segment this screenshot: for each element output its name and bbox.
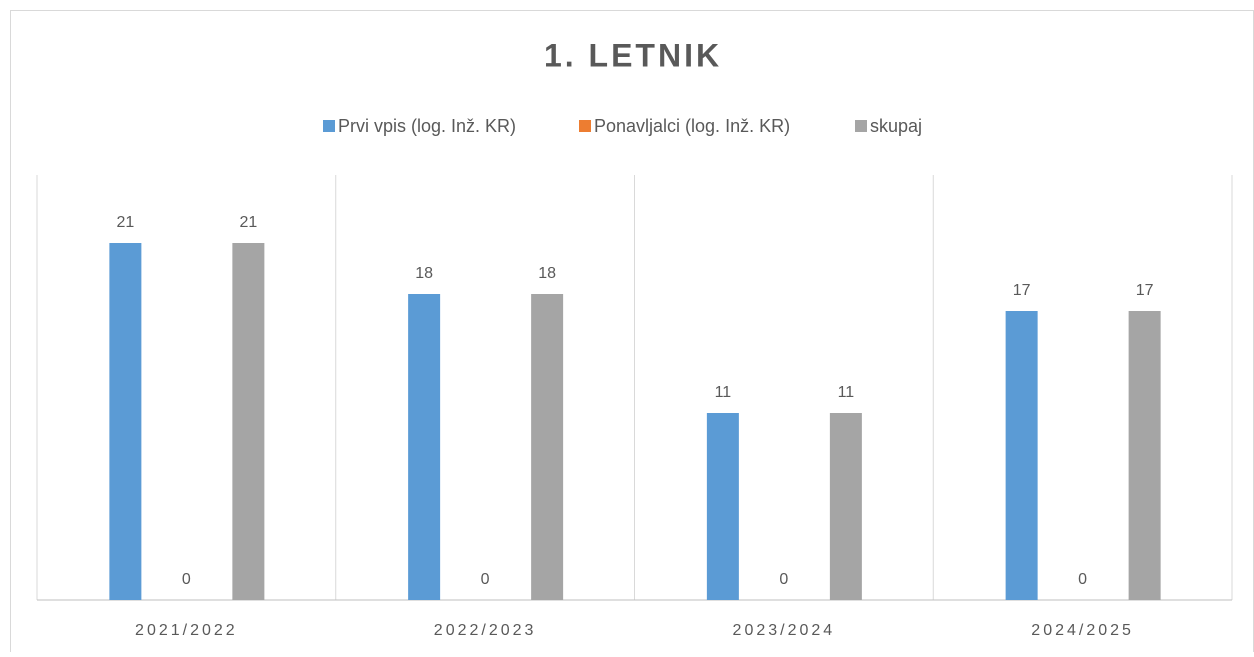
legend-swatch	[855, 120, 867, 132]
chart-border	[10, 10, 1254, 657]
legend-label: Prvi vpis (log. Inž. KR)	[338, 116, 516, 136]
chart-title: 1. LETNIK	[544, 37, 722, 73]
legend-label: skupaj	[870, 116, 922, 136]
bar	[531, 294, 564, 600]
bar	[1128, 311, 1161, 600]
x-tick-label: 2022/2023	[434, 622, 537, 639]
data-label: 21	[116, 214, 134, 231]
data-label: 11	[838, 384, 855, 401]
data-label: 17	[1136, 282, 1154, 299]
data-label: 18	[415, 265, 433, 282]
bar	[232, 243, 265, 600]
bar	[109, 243, 142, 600]
legend-swatch	[323, 120, 335, 132]
data-label: 21	[239, 214, 257, 231]
data-label: 18	[538, 265, 556, 282]
data-label: 0	[1078, 571, 1087, 588]
data-label: 11	[715, 384, 732, 401]
bar	[1005, 311, 1038, 600]
x-tick-label: 2024/2025	[1031, 622, 1134, 639]
bar	[829, 413, 862, 600]
data-label: 0	[481, 571, 490, 588]
x-tick-label: 2023/2024	[733, 622, 836, 639]
x-tick-label: 2021/2022	[135, 622, 238, 639]
bar	[706, 413, 739, 600]
data-label: 0	[182, 571, 191, 588]
bar	[408, 294, 441, 600]
data-label: 17	[1013, 282, 1031, 299]
legend-label: Ponavljalci (log. Inž. KR)	[594, 116, 790, 136]
data-label: 0	[779, 571, 788, 588]
legend-swatch	[579, 120, 591, 132]
